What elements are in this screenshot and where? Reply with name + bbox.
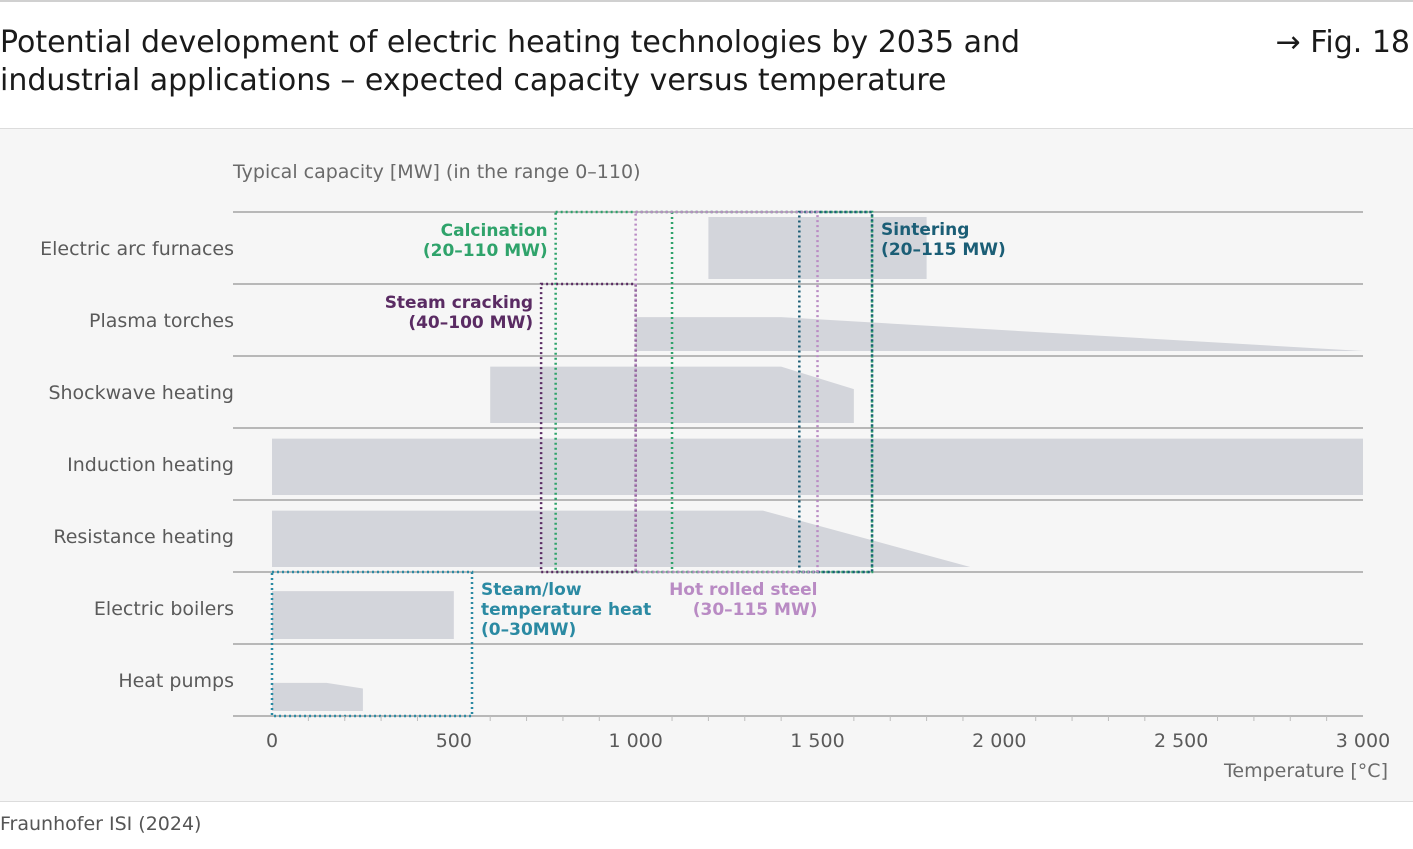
box-steam-cracking-label: Steam cracking	[385, 293, 533, 313]
application-boxes: Calcination(20–110 MW) Sintering(20–115 M…	[270, 210, 1006, 718]
box-sintering	[798, 210, 874, 574]
box-steam-cracking-label: (40–100 MW)	[408, 313, 533, 333]
chart: Typical capacity [MW] (in the range 0–11…	[40, 161, 1390, 782]
box-calcination	[554, 210, 874, 574]
x-tick-label: 2 000	[972, 730, 1026, 752]
x-axis-label: Temperature [°C]	[1223, 760, 1388, 782]
box-steam-low-label: (0–30MW)	[481, 620, 576, 640]
source-note: Fraunhofer ISI (2024)	[0, 813, 202, 835]
row-labels: Electric arc furnaces Plasma torches Shock…	[40, 238, 234, 692]
box-sintering-label: Sintering	[881, 220, 969, 240]
band-resistance-heating	[272, 510, 971, 567]
box-steam-cracking	[539, 282, 637, 574]
box-steam-low-label: temperature heat	[481, 600, 651, 620]
box-steam-low	[270, 570, 474, 718]
row-label-heat-pumps: Heat pumps	[118, 670, 234, 692]
band-plasma-torches	[635, 317, 1363, 351]
box-sintering-label: (20–115 MW)	[881, 240, 1006, 260]
x-axis: 0 500 1 000 1 500 2 000 2 500 3 000	[266, 716, 1390, 752]
box-calcination-label: Calcination	[441, 221, 548, 241]
box-hot-rolled-steel-label: Hot rolled steel	[669, 580, 817, 600]
chart-subtitle: Typical capacity [MW] (in the range 0–11…	[232, 161, 640, 183]
box-hot-rolled-steel-label: (30–115 MW)	[693, 600, 818, 620]
top-rule	[0, 0, 1413, 2]
band-electric-boilers	[272, 591, 454, 639]
title-line-2: industrial applications – expected capac…	[0, 63, 947, 98]
box-calcination-label: (20–110 MW)	[423, 241, 548, 261]
row-label-resistance-heating: Resistance heating	[53, 526, 234, 548]
x-tick-label: 3 000	[1336, 730, 1390, 752]
band-shockwave-heating	[490, 366, 854, 423]
x-tick-label: 2 500	[1154, 730, 1208, 752]
row-label-shockwave-heating: Shockwave heating	[48, 382, 234, 404]
x-tick-label: 0	[266, 730, 278, 752]
row-label-electric-arc-furnaces: Electric arc furnaces	[40, 238, 234, 260]
row-label-induction-heating: Induction heating	[67, 454, 234, 476]
row-label-plasma-torches: Plasma torches	[89, 310, 234, 332]
x-tick-label: 1 500	[790, 730, 844, 752]
x-tick-label: 500	[436, 730, 472, 752]
band-heat-pumps	[272, 682, 363, 711]
row-label-electric-boilers: Electric boilers	[94, 598, 234, 620]
x-tick-label: 1 000	[608, 730, 662, 752]
box-hot-rolled-steel	[634, 210, 819, 574]
page-title: Potential development of electric heatin…	[0, 24, 1080, 100]
row-separators	[233, 211, 1363, 717]
figure-reference-link[interactable]: → Fig. 18	[1275, 25, 1410, 60]
box-steam-low-label: Steam/low	[481, 580, 582, 600]
title-line-1: Potential development of electric heatin…	[0, 25, 1021, 60]
